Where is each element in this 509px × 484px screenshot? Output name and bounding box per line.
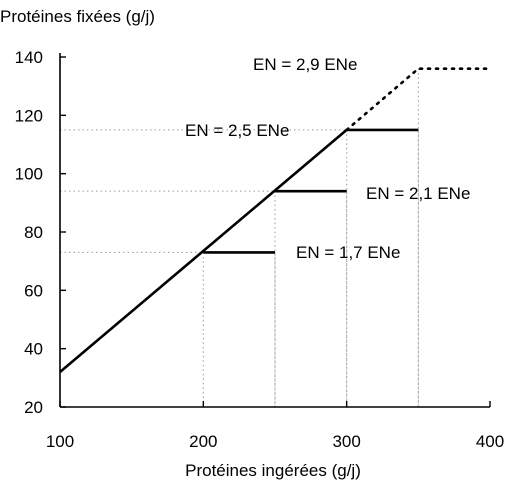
tick-labels: 20 40 60 80 100 120 140 100 200 300 400 xyxy=(15,48,505,451)
y-tick-label: 60 xyxy=(24,281,43,300)
x-tick-label: 400 xyxy=(476,432,504,451)
series-line-dotted xyxy=(345,67,492,132)
series-line-solid xyxy=(59,128,348,373)
annotation-group: EN = 1,7 ENe EN = 2,1 ENe EN = 2,5 ENe EN =… xyxy=(185,55,470,262)
y-tick-label: 40 xyxy=(24,340,43,359)
y-tick-label: 100 xyxy=(15,165,43,184)
y-tick-label: 140 xyxy=(15,48,43,67)
y-tick-label: 80 xyxy=(24,223,43,242)
x-tick-label: 200 xyxy=(189,432,217,451)
series-group xyxy=(59,67,492,373)
x-axis-label: Protéines ingérées (g/j) xyxy=(185,461,361,480)
plateau-label: EN = 2,5 ENe xyxy=(185,121,289,140)
guide-lines xyxy=(60,68,419,407)
y-axis-label: Protéines fixées (g/j) xyxy=(0,7,155,26)
y-tick-label: 20 xyxy=(24,398,43,417)
axes xyxy=(59,53,491,408)
plateau-group xyxy=(203,128,419,254)
x-tick-label: 300 xyxy=(332,432,360,451)
plateau-label: EN = 1,7 ENe xyxy=(296,243,400,262)
plateau-label: EN = 2,1 ENe xyxy=(366,184,470,203)
y-tick-label: 120 xyxy=(15,106,43,125)
x-tick-label: 100 xyxy=(46,432,74,451)
plateau-label: EN = 2,9 ENe xyxy=(253,55,357,74)
